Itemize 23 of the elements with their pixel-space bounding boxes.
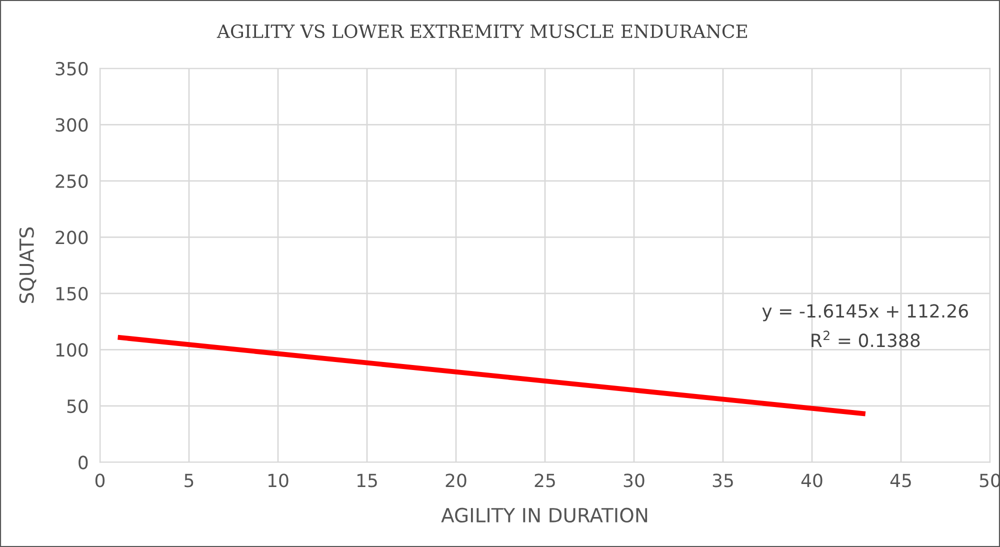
y-tick-label: 350 [56,62,88,76]
chart-title: AGILITY VS LOWER EXTREMITY MUSCLE ENDURANCE [216,24,748,38]
y-tick-label: 150 [56,286,88,301]
y-tick-label: 50 [67,399,88,414]
x-axis-title: AGILITY IN DURATION [441,508,648,523]
x-tick-label: 40 [801,474,822,488]
annotation: y = -1.6145x + 112.26 [762,304,968,322]
x-tick-label: 15 [357,474,377,488]
x-tick-label: 25 [534,474,555,488]
y-tick-label: 250 [56,174,88,188]
x-tick-label: 45 [890,474,911,488]
y-tick-label: 100 [56,343,88,357]
y-tick-label: 200 [56,230,88,244]
y-tick-label: 0 [78,456,88,470]
x-tick-label: 20 [446,474,466,488]
x-tick-label: 35 [712,474,733,488]
x-tick-label: 10 [268,474,288,488]
y-tick-label: 300 [56,118,88,132]
x-tick-label: 0 [95,474,105,488]
annotation: R$^{2}$ = 0.1388 [812,330,920,348]
x-tick-label: 30 [624,474,644,488]
y-axis-title: SQUATS [19,227,36,303]
x-tick-label: 5 [184,474,194,488]
